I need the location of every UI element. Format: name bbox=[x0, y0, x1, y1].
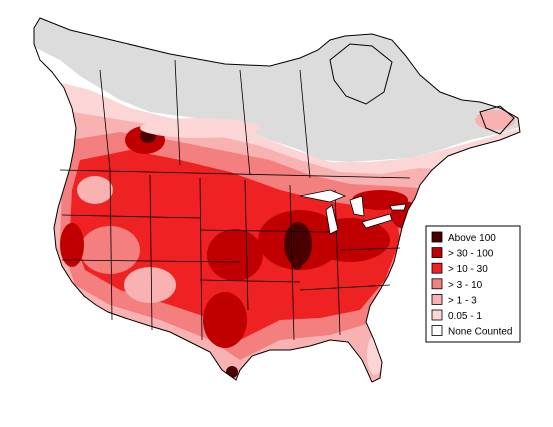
hotspot-lakes bbox=[352, 190, 408, 210]
legend-label-3: > 3 - 10 bbox=[448, 280, 483, 291]
legend-label-5: 0.05 - 1 bbox=[448, 311, 482, 322]
legend-label-2: > 10 - 30 bbox=[448, 264, 488, 275]
west-light-patch bbox=[80, 226, 140, 274]
legend-swatch-2 bbox=[431, 262, 443, 274]
legend-label-6: None Counted bbox=[448, 327, 513, 338]
legend-swatch-5 bbox=[431, 309, 443, 321]
core-texas bbox=[226, 366, 238, 378]
legend-label-4: > 1 - 3 bbox=[448, 295, 477, 306]
political-borders bbox=[59, 59, 411, 341]
legend-swatch-0 bbox=[431, 231, 443, 243]
legend-swatch-1 bbox=[431, 247, 443, 259]
fringe-north bbox=[140, 118, 260, 138]
hudson-bay bbox=[329, 43, 393, 105]
core-missouri bbox=[292, 260, 302, 270]
west-light-patch-3 bbox=[77, 176, 113, 204]
legend-swatch-6 bbox=[431, 325, 443, 337]
newfoundland bbox=[479, 105, 515, 135]
legend-label-1: > 30 - 100 bbox=[448, 249, 494, 260]
legend-label-0: Above 100 bbox=[448, 233, 496, 244]
hotspot-plains bbox=[207, 229, 263, 281]
great-lakes bbox=[299, 189, 407, 235]
florida-light bbox=[367, 335, 383, 375]
coastline bbox=[33, 17, 521, 383]
west-light-patch-2 bbox=[124, 267, 176, 303]
legend: Above 100 > 30 - 100 > 10 - 30 > 3 - 10 > 1 … bbox=[425, 225, 521, 343]
legend-swatch-3 bbox=[431, 278, 443, 290]
hotspot-california bbox=[60, 223, 84, 267]
legend-swatch-4 bbox=[431, 293, 443, 305]
core-illinois bbox=[284, 222, 312, 266]
hotspot-texas bbox=[203, 292, 247, 348]
